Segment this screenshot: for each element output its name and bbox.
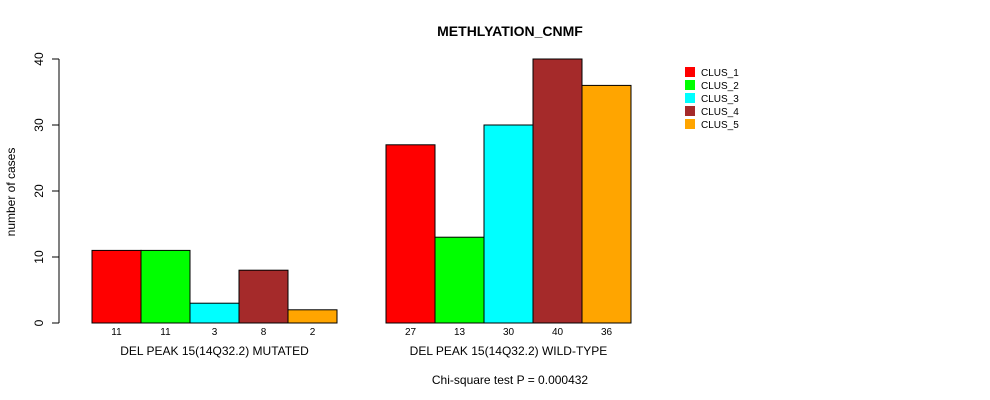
chart-title: METHLYATION_CNMF (437, 23, 583, 39)
y-axis: 0 10 20 30 40 (32, 52, 60, 326)
bar-value-label: 40 (552, 327, 564, 338)
bar-value-label: 27 (405, 327, 417, 338)
bar-clus-4-group-1 (238, 269, 289, 324)
y-tick-label: 20 (32, 184, 46, 198)
value-labels: 11 11 3 8 2 27 13 30 40 36 (111, 327, 612, 338)
y-tick-label: 10 (32, 250, 46, 264)
group-label-2: DEL PEAK 15(14Q32.2) WILD-TYPE (410, 344, 608, 358)
legend: CLUS_1 CLUS_2 CLUS_3 CLUS_4 CLUS_5 (685, 67, 739, 131)
bar-value-label: 3 (212, 327, 218, 338)
y-axis-label: number of cases (4, 148, 18, 237)
bar-clus-4-group-2 (532, 58, 583, 324)
legend-label: CLUS_3 (701, 94, 739, 105)
legend-label: CLUS_4 (701, 107, 739, 118)
bars (91, 58, 632, 324)
bar-clus-3-group-2 (483, 124, 534, 324)
group-labels: DEL PEAK 15(14Q32.2) MUTATED DEL PEAK 15(… (120, 344, 607, 358)
legend-swatch (685, 119, 695, 129)
bar-value-label: 11 (160, 327, 171, 338)
bar-value-label: 13 (454, 327, 466, 338)
bar-value-label: 30 (503, 327, 515, 338)
bar-value-label: 11 (111, 327, 122, 338)
bar-clus-2-group-2 (434, 236, 485, 324)
bar-clus-5-group-1 (287, 309, 338, 324)
y-tick-label: 40 (32, 52, 46, 66)
legend-label: CLUS_5 (701, 120, 739, 131)
bar-clus-3-group-1 (189, 302, 240, 324)
legend-swatch (685, 93, 695, 103)
group-label-1: DEL PEAK 15(14Q32.2) MUTATED (120, 344, 309, 358)
bar-clus-5-group-2 (581, 84, 632, 324)
bar-clus-2-group-1 (140, 249, 191, 324)
y-tick-label: 30 (32, 118, 46, 132)
bar-clus-1-group-2 (385, 144, 436, 324)
chi-square-footnote: Chi-square test P = 0.000432 (432, 373, 589, 387)
legend-swatch (685, 67, 695, 77)
y-tick-label: 0 (32, 319, 46, 326)
legend-swatch (685, 80, 695, 90)
legend-label: CLUS_2 (701, 81, 739, 92)
legend-label: CLUS_1 (701, 68, 739, 79)
bar-value-label: 2 (310, 327, 316, 338)
legend-swatch (685, 106, 695, 116)
bar-clus-1-group-1 (91, 249, 142, 324)
bar-value-label: 36 (601, 327, 613, 338)
bar-value-label: 8 (261, 327, 267, 338)
